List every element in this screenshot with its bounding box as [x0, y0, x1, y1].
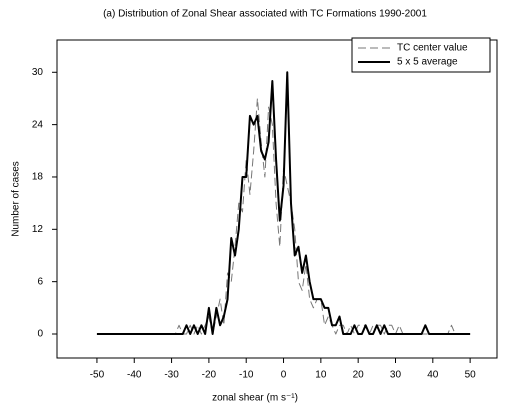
x-tick-label: 20 [353, 370, 365, 381]
plot-frame [56, 39, 498, 359]
legend-label: TC center value [397, 43, 468, 54]
legend-box [351, 37, 491, 73]
legend-label: 5 x 5 average [397, 57, 458, 68]
x-axis-label: zonal shear (m s⁻¹) [212, 393, 298, 404]
y-tick-label: 24 [32, 119, 44, 130]
y-tick-label: 6 [37, 276, 43, 287]
x-tick-label: 10 [315, 370, 327, 381]
x-tick-label: -30 [164, 370, 179, 381]
chart-title: (a) Distribution of Zonal Shear associat… [103, 9, 427, 20]
y-tick-label: 18 [32, 172, 44, 183]
y-tick-label: 0 [37, 329, 43, 340]
x-tick-label: -50 [90, 370, 105, 381]
x-tick-label: 30 [390, 370, 402, 381]
y-tick-label: 30 [32, 67, 44, 78]
x-tick-label: -40 [127, 370, 142, 381]
x-tick-label: -10 [239, 370, 254, 381]
x-tick-label: -20 [202, 370, 217, 381]
x-tick-label: 0 [281, 370, 287, 381]
data-line [96, 97, 471, 335]
y-tick-label: 12 [32, 224, 44, 235]
x-tick-label: 50 [465, 370, 477, 381]
y-axis-label: Number of cases [11, 161, 22, 237]
x-tick-label: 40 [427, 370, 439, 381]
data-line [96, 71, 471, 336]
